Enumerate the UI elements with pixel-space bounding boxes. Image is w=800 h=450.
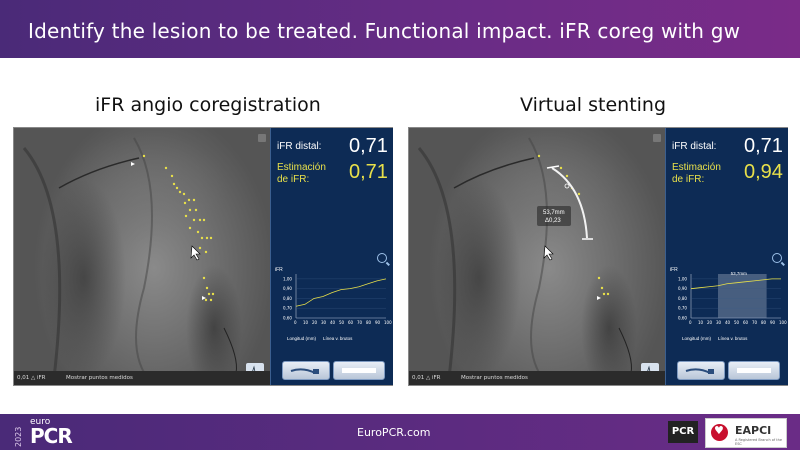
distal-marker-icon	[202, 296, 206, 300]
guidewire-button[interactable]	[677, 361, 725, 380]
left-angio-panel: 0,01 △ iFR Mostrar puntos medidos iFR di…	[13, 127, 393, 386]
chart-legend: Línea v. brutos	[718, 336, 748, 341]
stent-info-box	[537, 206, 571, 226]
x-tick-label: 80	[366, 320, 372, 325]
x-tick-label: 30	[716, 320, 722, 325]
action-button[interactable]	[333, 361, 385, 380]
y-tick-label: 0,60	[678, 316, 687, 321]
slide-header: Identify the lesion to be treated. Funct…	[0, 0, 800, 58]
ifr-pullback-chart: 53,7mm 0,60 0,70 0,80 0,90 1,00 0 10 20 30 40 50 60 7…	[677, 270, 787, 330]
x-tick-label: 50	[734, 320, 740, 325]
action-button[interactable]	[728, 361, 780, 380]
x-tick-label: 90	[375, 320, 381, 325]
x-tick-label: 90	[770, 320, 776, 325]
x-tick-label: 40	[725, 320, 731, 325]
status-bar: 0,01 △ iFR Mostrar puntos medidos	[14, 371, 270, 385]
x-tick-label: 20	[707, 320, 713, 325]
distal-label: iFR distal:	[277, 141, 322, 152]
europcr-logo: PCR	[30, 424, 73, 448]
heart-icon	[711, 424, 728, 441]
chart-badge: 53,7mm	[731, 271, 748, 276]
cursor-icon	[190, 245, 201, 261]
guidewire-button[interactable]	[282, 361, 330, 380]
angio-image: 0,01 △ iFR Mostrar puntos medidos	[14, 128, 270, 385]
estimate-value: 0,94	[744, 161, 783, 183]
y-tick-label: 0,90	[283, 286, 292, 291]
ifr-side-panel: iFR distal: 0,71 Estimación de iFR: 0,94…	[665, 128, 788, 385]
y-tick-label: 0,90	[678, 286, 687, 291]
panel-corner-icon[interactable]	[653, 134, 661, 142]
delta-ifr-option[interactable]: 0,01 △ iFR	[412, 375, 441, 381]
angio-image: 53,7mm Δ0,23 0,01 △ iFR Mostrar puntos m…	[409, 128, 665, 385]
stent-delta-text: Δ0,23	[545, 218, 561, 224]
virtual-stent[interactable]	[546, 165, 593, 240]
delta-ifr-option[interactable]: 0,01 △ iFR	[17, 375, 46, 381]
eapci-subtext: A Registered Branch of the ESC	[735, 438, 783, 446]
x-tick-label: 30	[321, 320, 327, 325]
y-tick-label: 1,00	[283, 276, 292, 281]
distal-value: 0,71	[349, 135, 388, 157]
x-tick-label: 70	[357, 320, 363, 325]
chart-legend: Línea v. brutos	[323, 336, 353, 341]
x-tick-label: 40	[330, 320, 336, 325]
x-tick-label: 0	[294, 320, 297, 325]
x-tick-label: 100	[779, 320, 787, 325]
ifr-series-line	[690, 278, 781, 290]
x-tick-label: 20	[312, 320, 318, 325]
x-tick-label: 80	[761, 320, 767, 325]
chart-xlabel: Longitud (mm)	[682, 336, 712, 341]
estimate-label-1: Estimación	[672, 162, 721, 173]
eapci-logo: EAPCI A Registered Branch of the ESC	[705, 418, 787, 448]
chart-ylabel: iFR	[275, 267, 283, 273]
footer-url[interactable]: EuroPCR.com	[357, 426, 431, 439]
slide-title: Identify the lesion to be treated. Funct…	[28, 19, 741, 43]
ifr-pullback-chart: 0,60 0,70 0,80 0,90 1,00 0 10 20 30 40 50 60 70 80 90 1…	[282, 270, 392, 330]
cursor-icon	[543, 245, 554, 261]
y-tick-label: 0,80	[678, 296, 687, 301]
show-measured-points-option[interactable]: Mostrar puntos medidos	[66, 375, 133, 381]
chart-ylabel: iFR	[670, 267, 678, 273]
x-tick-label: 100	[384, 320, 392, 325]
show-measured-points-option[interactable]: Mostrar puntos medidos	[461, 375, 528, 381]
distal-marker-icon	[597, 296, 601, 300]
distal-label: iFR distal:	[672, 141, 717, 152]
y-tick-label: 0,60	[283, 316, 292, 321]
stent-region-band	[718, 274, 767, 318]
eapci-text: EAPCI	[735, 424, 772, 437]
x-tick-label: 10	[698, 320, 704, 325]
estimate-label-2: de iFR:	[672, 174, 705, 185]
right-section-title: Virtual stenting	[520, 94, 667, 116]
estimate-value: 0,71	[349, 161, 388, 183]
estimate-label-1: Estimación	[277, 162, 326, 173]
panel-corner-icon[interactable]	[258, 134, 266, 142]
x-tick-label: 10	[303, 320, 309, 325]
guidewire-tip-icon	[131, 162, 135, 166]
estimate-label-2: de iFR:	[277, 174, 310, 185]
slide-footer: EuroPCR.com	[0, 414, 800, 450]
footer-year: 2023	[14, 426, 23, 447]
x-tick-label: 50	[339, 320, 345, 325]
x-tick-label: 60	[743, 320, 749, 325]
x-tick-label: 70	[752, 320, 758, 325]
y-tick-label: 0,70	[678, 306, 687, 311]
y-tick-label: 1,00	[678, 276, 687, 281]
euro-text: euro	[30, 417, 51, 427]
distal-value: 0,71	[744, 135, 783, 157]
right-virtual-stenting-panel: 53,7mm Δ0,23 0,01 △ iFR Mostrar puntos m…	[408, 127, 788, 386]
y-tick-label: 0,70	[283, 306, 292, 311]
y-tick-label: 0,80	[283, 296, 292, 301]
x-tick-label: 60	[348, 320, 354, 325]
x-tick-label: 0	[689, 320, 692, 325]
chart-xlabel: Longitud (mm)	[287, 336, 317, 341]
ifr-side-panel: iFR distal: 0,71 Estimación de iFR: 0,71…	[270, 128, 393, 385]
ifr-series-line	[295, 278, 387, 307]
zoom-icon[interactable]	[377, 253, 387, 263]
left-section-title: iFR angio coregistration	[95, 94, 321, 116]
zoom-icon[interactable]	[772, 253, 782, 263]
status-bar: 0,01 △ iFR Mostrar puntos medidos	[409, 371, 665, 385]
stent-length-text: 53,7mm	[543, 210, 565, 216]
pcr-logo: PCR	[668, 421, 698, 443]
